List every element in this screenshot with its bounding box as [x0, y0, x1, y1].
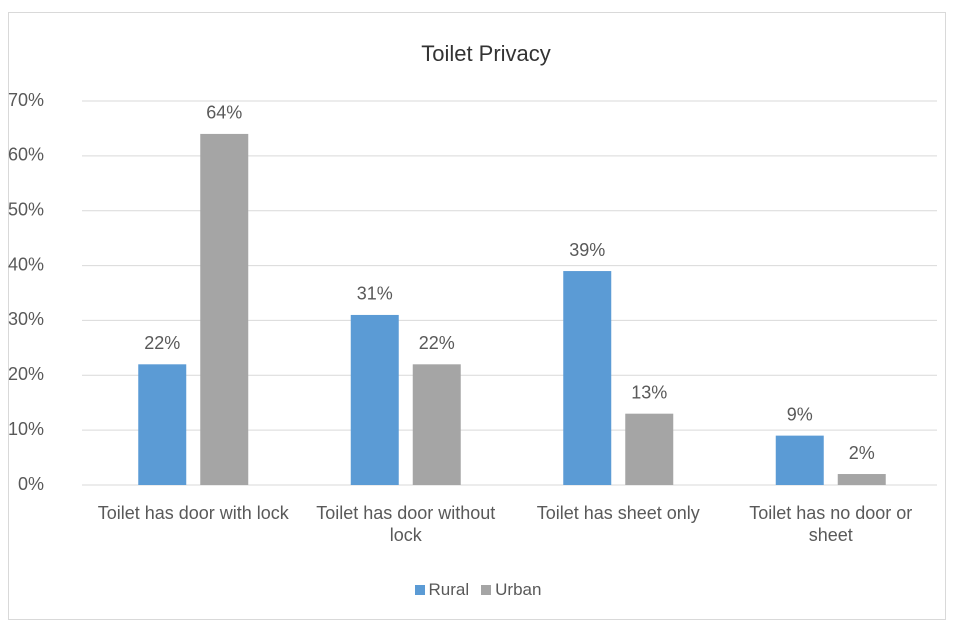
x-tick-label: Toilet has no door or sheet — [749, 503, 913, 545]
y-tick-label: 0% — [18, 474, 44, 494]
x-tick-label: Toilet has sheet only — [536, 503, 700, 523]
y-tick-label: 20% — [8, 364, 44, 384]
legend-swatch — [414, 585, 425, 595]
y-tick-label: 50% — [8, 199, 44, 219]
chart-title: Toilet Privacy — [421, 41, 551, 66]
data-label: 13% — [631, 382, 667, 402]
bar — [350, 314, 399, 485]
bar — [200, 133, 249, 485]
bar — [412, 364, 461, 485]
chart-border — [8, 12, 946, 620]
y-tick-label: 10% — [8, 419, 44, 439]
bar — [138, 364, 187, 485]
legend-swatch — [481, 585, 492, 595]
y-tick-label: 40% — [8, 254, 44, 274]
y-tick-label: 70% — [8, 90, 44, 110]
bar — [837, 474, 886, 485]
x-tick-label: Toilet has door with lock — [97, 503, 289, 523]
data-label: 2% — [849, 443, 875, 463]
data-label: 64% — [206, 103, 242, 123]
legend-item: Urban — [481, 580, 541, 600]
legend: Rural Urban — [0, 580, 956, 600]
legend-label: Urban — [495, 580, 542, 599]
data-label: 31% — [357, 284, 393, 304]
legend-label: Rural — [428, 580, 470, 599]
data-label: 9% — [787, 404, 813, 424]
bar — [563, 271, 612, 485]
bar — [625, 413, 674, 485]
data-label: 22% — [419, 333, 455, 353]
legend-item: Rural — [414, 580, 470, 600]
y-tick-label: 60% — [8, 145, 44, 165]
x-tick-label: Toilet has door without lock — [316, 503, 496, 545]
data-label: 39% — [569, 240, 605, 260]
data-label: 22% — [144, 333, 180, 353]
bar — [775, 435, 824, 485]
y-tick-label: 30% — [8, 309, 44, 329]
